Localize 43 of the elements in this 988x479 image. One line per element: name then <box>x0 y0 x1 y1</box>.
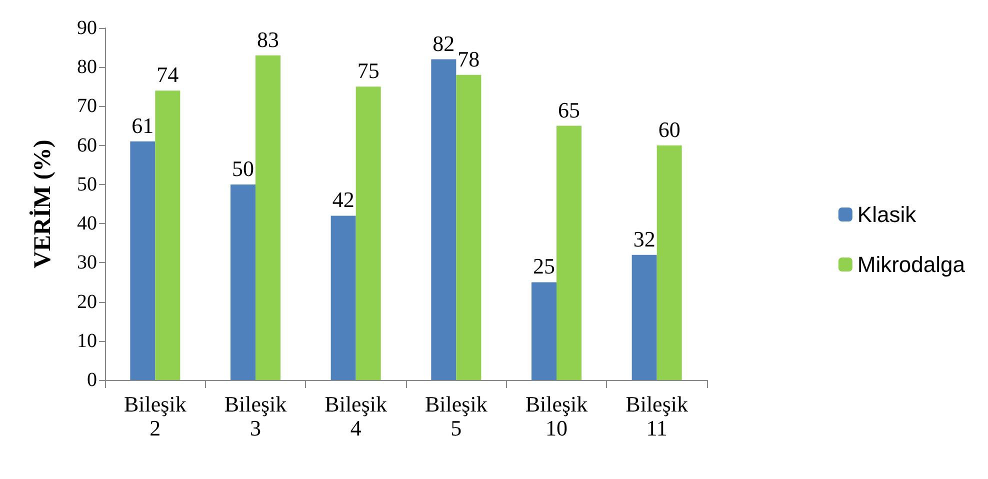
y-tick-label: 30 <box>77 252 97 274</box>
x-tick-label: Bileşik 5 <box>424 392 488 440</box>
data-label: 32 <box>633 226 656 252</box>
y-tick-label: 20 <box>77 290 97 313</box>
bar <box>656 145 682 380</box>
x-tick-label: Bileşik 3 <box>224 392 287 440</box>
data-label: 82 <box>432 30 455 56</box>
data-label: 61 <box>132 112 154 138</box>
data-label: 78 <box>458 46 480 72</box>
y-axis-title: VERİM (%) <box>29 140 56 268</box>
y-tick-label: 0 <box>87 369 97 391</box>
y-tick-label: 40 <box>77 212 97 235</box>
bar <box>532 282 556 380</box>
data-label: 42 <box>332 187 354 212</box>
bar <box>356 86 381 380</box>
bar <box>155 90 180 380</box>
data-label: 83 <box>257 26 279 52</box>
x-tick-label: Bileşik 4 <box>324 392 388 440</box>
legend-label: Klasik <box>857 202 918 227</box>
y-tick-label: 80 <box>77 56 97 78</box>
bar <box>556 126 582 380</box>
y-tick-label: 50 <box>77 173 97 196</box>
bar <box>456 74 482 380</box>
bar <box>130 141 156 380</box>
y-tick-label: 60 <box>77 134 97 156</box>
data-label: 65 <box>558 97 580 122</box>
bar <box>431 59 456 380</box>
x-tick-label: Bileşik 11 <box>626 392 688 440</box>
legend-label: Mikrodalga <box>857 252 966 277</box>
bar <box>632 254 657 380</box>
bar <box>330 216 356 380</box>
data-label: 75 <box>357 58 380 84</box>
x-tick-label: Bileşik 2 <box>124 392 186 440</box>
bar <box>256 55 280 380</box>
data-label: 74 <box>156 62 179 88</box>
x-tick-label: Bileşik 10 <box>525 392 588 440</box>
y-tick-label: 70 <box>77 95 97 118</box>
y-tick-label: 10 <box>77 330 97 352</box>
data-label: 60 <box>658 116 680 142</box>
data-label: 50 <box>232 156 254 181</box>
y-tick-label: 90 <box>77 17 97 39</box>
bar <box>230 184 256 380</box>
data-label: 25 <box>533 254 555 279</box>
